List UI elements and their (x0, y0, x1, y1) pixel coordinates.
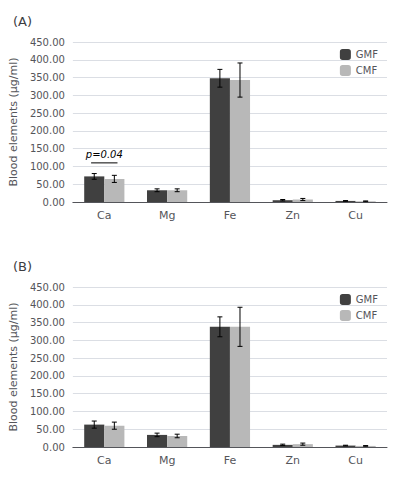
svg-text:400.00: 400.00 (30, 54, 65, 65)
svg-text:Zn: Zn (286, 209, 301, 222)
svg-text:400.00: 400.00 (30, 299, 65, 310)
svg-text:100.00: 100.00 (30, 406, 65, 417)
svg-text:Cu: Cu (348, 454, 363, 467)
svg-text:CMF: CMF (356, 310, 378, 321)
svg-text:Zn: Zn (286, 454, 301, 467)
svg-text:250.00: 250.00 (30, 108, 65, 119)
svg-text:450.00: 450.00 (30, 282, 65, 293)
svg-text:CMF: CMF (356, 65, 378, 76)
svg-text:Fe: Fe (224, 209, 237, 222)
svg-text:300.00: 300.00 (30, 90, 65, 101)
svg-text:Ca: Ca (97, 209, 111, 222)
svg-text:Blood elements (µg/ml): Blood elements (µg/ml) (7, 302, 20, 431)
svg-text:150.00: 150.00 (30, 388, 65, 399)
svg-text:(A): (A) (13, 14, 32, 29)
svg-text:200.00: 200.00 (30, 370, 65, 381)
svg-text:(B): (B) (13, 259, 32, 274)
svg-text:Ca: Ca (97, 454, 111, 467)
svg-text:0.00: 0.00 (43, 197, 65, 208)
svg-text:150.00: 150.00 (30, 143, 65, 154)
svg-text:Blood elements (µg/ml): Blood elements (µg/ml) (7, 57, 20, 186)
svg-text:100.00: 100.00 (30, 161, 65, 172)
svg-text:350.00: 350.00 (30, 72, 65, 83)
svg-text:Mg: Mg (159, 454, 175, 467)
svg-text:Fe: Fe (224, 454, 237, 467)
svg-text:p=0.04: p=0.04 (85, 149, 123, 160)
svg-text:GMF: GMF (356, 294, 378, 305)
svg-text:0.00: 0.00 (43, 442, 65, 453)
svg-text:Mg: Mg (159, 209, 175, 222)
svg-text:50.00: 50.00 (36, 179, 65, 190)
svg-text:350.00: 350.00 (30, 317, 65, 328)
svg-text:250.00: 250.00 (30, 353, 65, 364)
svg-text:200.00: 200.00 (30, 125, 65, 136)
svg-text:50.00: 50.00 (36, 424, 65, 435)
svg-text:GMF: GMF (356, 49, 378, 60)
svg-text:300.00: 300.00 (30, 335, 65, 346)
svg-text:450.00: 450.00 (30, 37, 65, 48)
svg-text:Cu: Cu (348, 209, 363, 222)
